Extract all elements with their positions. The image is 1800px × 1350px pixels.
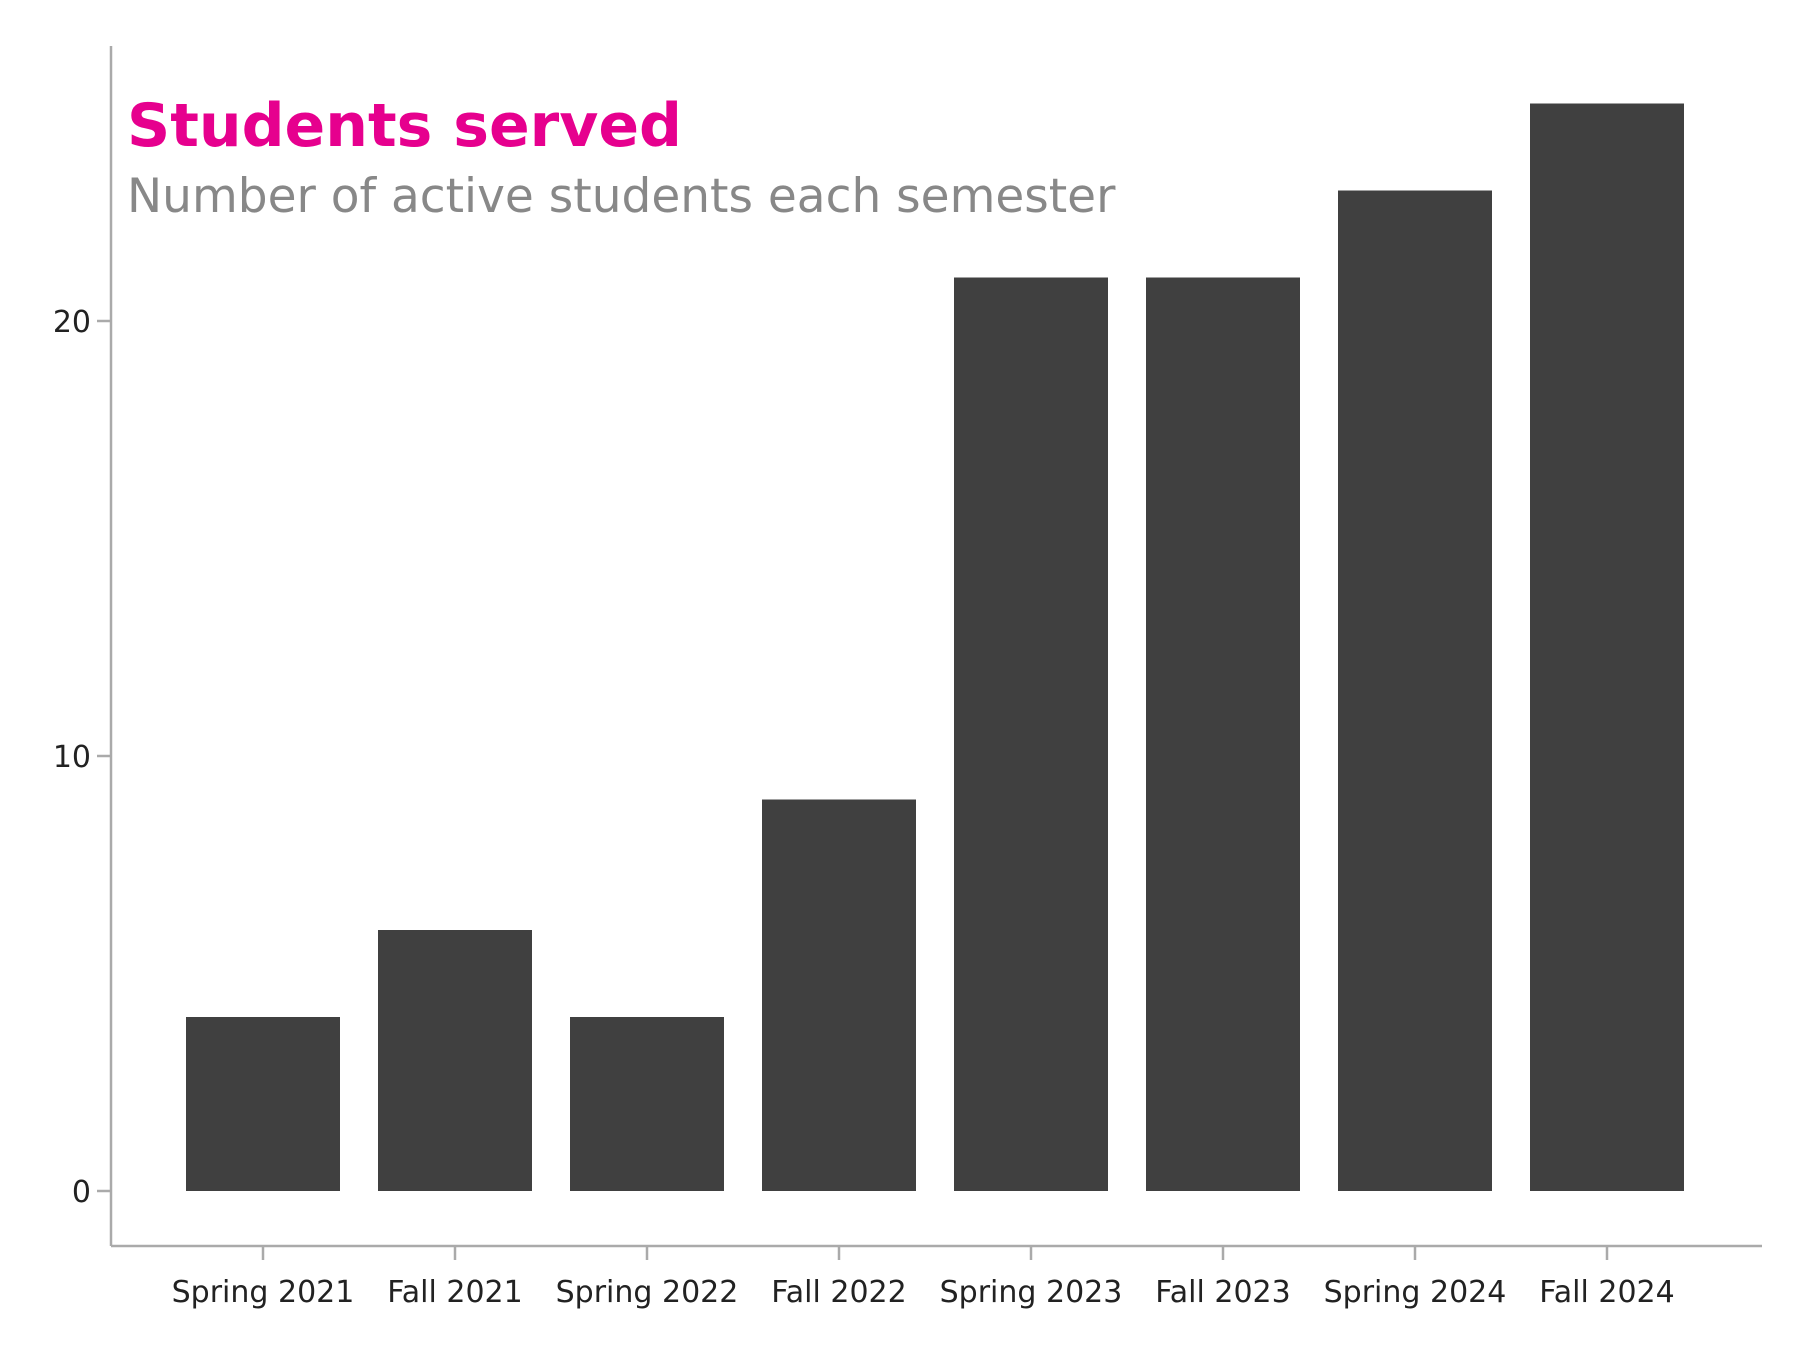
y-tick-label: 0 [72, 1175, 91, 1210]
bar-fall-2023 [1146, 277, 1300, 1191]
chart-subtitle: Number of active students each semester [127, 169, 1116, 224]
bar-spring-2022 [570, 1017, 724, 1191]
x-tick-label: Spring 2021 [172, 1275, 355, 1310]
bar-fall-2024 [1530, 103, 1684, 1191]
y-ticks: 0 10 20 [53, 305, 111, 1210]
x-ticks: Spring 2021 Fall 2021 Spring 2022 Fall 2022… [172, 1246, 1675, 1310]
bar-spring-2021 [186, 1017, 340, 1191]
bar-spring-2024 [1338, 190, 1492, 1191]
x-tick-label: Spring 2023 [940, 1275, 1123, 1310]
bar-fall-2022 [762, 799, 916, 1191]
x-tick-label: Fall 2021 [387, 1275, 522, 1310]
y-tick-label: 10 [53, 740, 91, 775]
x-tick-label: Fall 2023 [1155, 1275, 1290, 1310]
bar-fall-2021 [378, 930, 532, 1191]
x-tick-label: Spring 2024 [1324, 1275, 1507, 1310]
chart-title: Students served [127, 91, 682, 161]
x-tick-label: Fall 2022 [771, 1275, 906, 1310]
bars [186, 103, 1684, 1191]
axes [109, 46, 1762, 1248]
x-tick-label: Fall 2024 [1539, 1275, 1674, 1310]
bar-spring-2023 [954, 277, 1108, 1191]
y-tick-label: 20 [53, 305, 91, 340]
x-tick-label: Spring 2022 [556, 1275, 739, 1310]
